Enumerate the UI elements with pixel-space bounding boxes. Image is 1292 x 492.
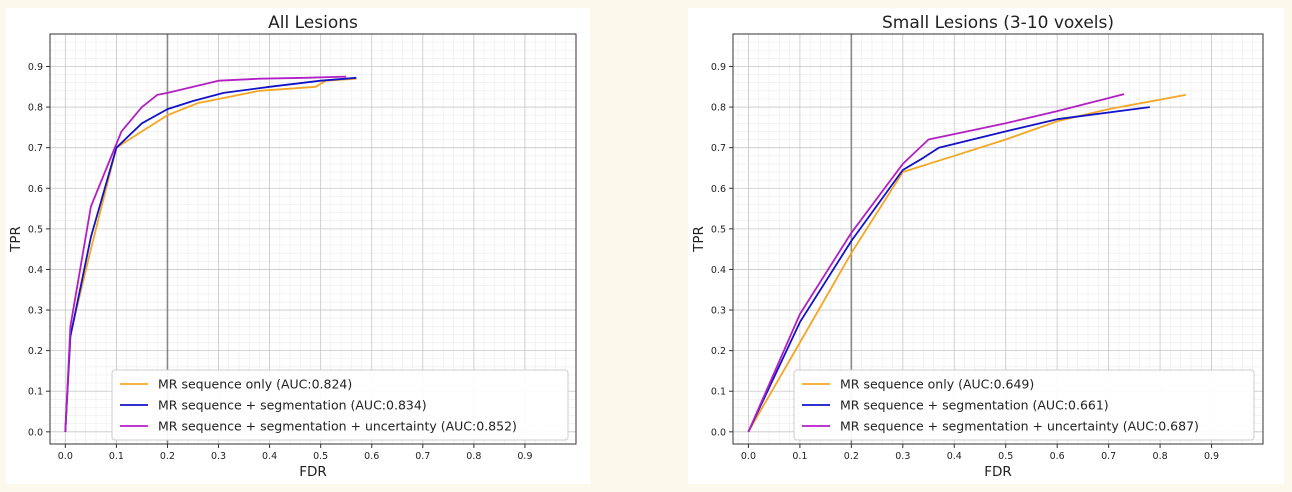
chart-title: All Lesions (268, 13, 358, 33)
legend-label-2: MR sequence + segmentation (AUC:0.834) (158, 398, 427, 413)
chart-all-lesions: 0.0 0.1 0.2 0.3 0.4 0.5 0.6 0.7 0.8 0.90.00.10.20… (8, 13, 577, 480)
y-tick-label: 0.0 (28, 427, 43, 438)
x-tick-label: 0.3 (211, 451, 226, 462)
x-tick-label: 0.4 (947, 451, 962, 462)
y-tick-label: 0.7 (28, 143, 43, 154)
x-tick-label: 0.9 (1204, 451, 1219, 462)
y-tick-label: 0.1 (28, 387, 43, 398)
legend-label-3: MR sequence + segmentation + uncertainty… (158, 419, 517, 434)
x-axis: 0.0 0.1 0.2 0.3 0.4 0.5 0.6 0.7 0.8 0.9 (741, 444, 1219, 462)
series-line-1 (747, 94, 1186, 433)
legend-label-2: MR sequence + segmentation (AUC:0.661) (840, 398, 1109, 413)
x-tick-label: 0.7 (415, 451, 430, 462)
y-tick-label: 0.7 (711, 143, 726, 154)
y-tick-label: 0.9 (711, 62, 726, 73)
legend: MR sequence only (AUC:0.824) MR sequence … (111, 369, 569, 441)
x-tick-label: 0.9 (517, 451, 532, 462)
y-tick-label: 0.5 (28, 224, 43, 235)
y-axis: 0.0 0.1 0.2 0.3 0.4 0.5 0.6 0.7 0.8 0.9 (711, 62, 733, 438)
x-tick-label: 0.1 (792, 451, 807, 462)
plot-frame (732, 33, 1264, 445)
y-axis-label: TPR (691, 226, 707, 253)
legend-box (793, 369, 1255, 441)
x-tick-label: 0.6 (1050, 451, 1065, 462)
chart-panel-small-lesions: 0.0 0.1 0.2 0.3 0.4 0.5 0.6 0.7 0.8 0.9 0.0 0.1 0.2 0… (688, 8, 1284, 484)
y-tick-label: 0.4 (711, 265, 726, 276)
y-tick-label: 0.6 (28, 184, 43, 195)
x-tick-label: 0.5 (313, 451, 328, 462)
y-tick-label: 0.3 (28, 306, 43, 317)
series-line-2 (64, 76, 357, 432)
x-tick-label: 0.0 (741, 451, 756, 462)
chart-panel-all-lesions: 0.0 0.1 0.2 0.3 0.4 0.5 0.6 0.7 0.8 0.9 0.0 0.1 0.2 0… (6, 8, 590, 484)
y-tick-label: 0.8 (28, 103, 43, 114)
x-tick-label: 0.6 (364, 451, 379, 462)
x-axis: 0.0 0.1 0.2 0.3 0.4 0.5 0.6 0.7 0.8 0.9 (58, 444, 532, 462)
chart-small-lesions: 0.0 0.1 0.2 0.3 0.4 0.5 0.6 0.7 0.8 0.90.00.10.20… (691, 13, 1264, 480)
x-tick-label: 0.5 (998, 451, 1013, 462)
x-tick-label: 0.1 (109, 451, 124, 462)
series-line-2 (747, 106, 1150, 433)
y-tick-label: 0.3 (711, 306, 726, 317)
legend: MR sequence only (AUC:0.649) MR sequence … (793, 369, 1255, 441)
y-tick-label: 0.0 (711, 427, 726, 438)
y-axis: 0.0 0.1 0.2 0.3 0.4 0.5 0.6 0.7 0.8 0.9 (28, 62, 50, 438)
plot-frame (49, 33, 577, 445)
legend-box (111, 369, 569, 441)
y-tick-label: 0.9 (28, 62, 43, 73)
series-line-3 (747, 93, 1125, 433)
legend-label-1: MR sequence only (AUC:0.649) (840, 377, 1034, 392)
x-axis-label: FDR (299, 464, 327, 480)
y-tick-label: 0.4 (28, 265, 43, 276)
x-tick-label: 0.8 (1153, 451, 1168, 462)
x-tick-label: 0.0 (58, 451, 73, 462)
x-tick-label: 0.2 (844, 451, 859, 462)
x-tick-label: 0.2 (160, 451, 175, 462)
x-axis-label: FDR (984, 464, 1012, 480)
series-line-1 (64, 77, 357, 432)
legend-label-3: MR sequence + segmentation + uncertainty… (840, 419, 1199, 434)
x-tick-label: 0.3 (895, 451, 910, 462)
y-tick-label: 0.5 (711, 224, 726, 235)
legend-label-1: MR sequence only (AUC:0.824) (158, 377, 352, 392)
x-tick-label: 0.4 (262, 451, 277, 462)
y-tick-label: 0.2 (711, 346, 726, 357)
y-tick-label: 0.2 (28, 346, 43, 357)
y-tick-label: 0.8 (711, 103, 726, 114)
y-axis-label: TPR (8, 226, 24, 253)
series-line-3 (64, 75, 347, 432)
x-tick-label: 0.7 (1101, 451, 1116, 462)
x-tick-label: 0.8 (466, 451, 481, 462)
chart-title: Small Lesions (3-10 voxels) (882, 13, 1114, 33)
y-tick-label: 0.6 (711, 184, 726, 195)
y-tick-label: 0.1 (711, 387, 726, 398)
